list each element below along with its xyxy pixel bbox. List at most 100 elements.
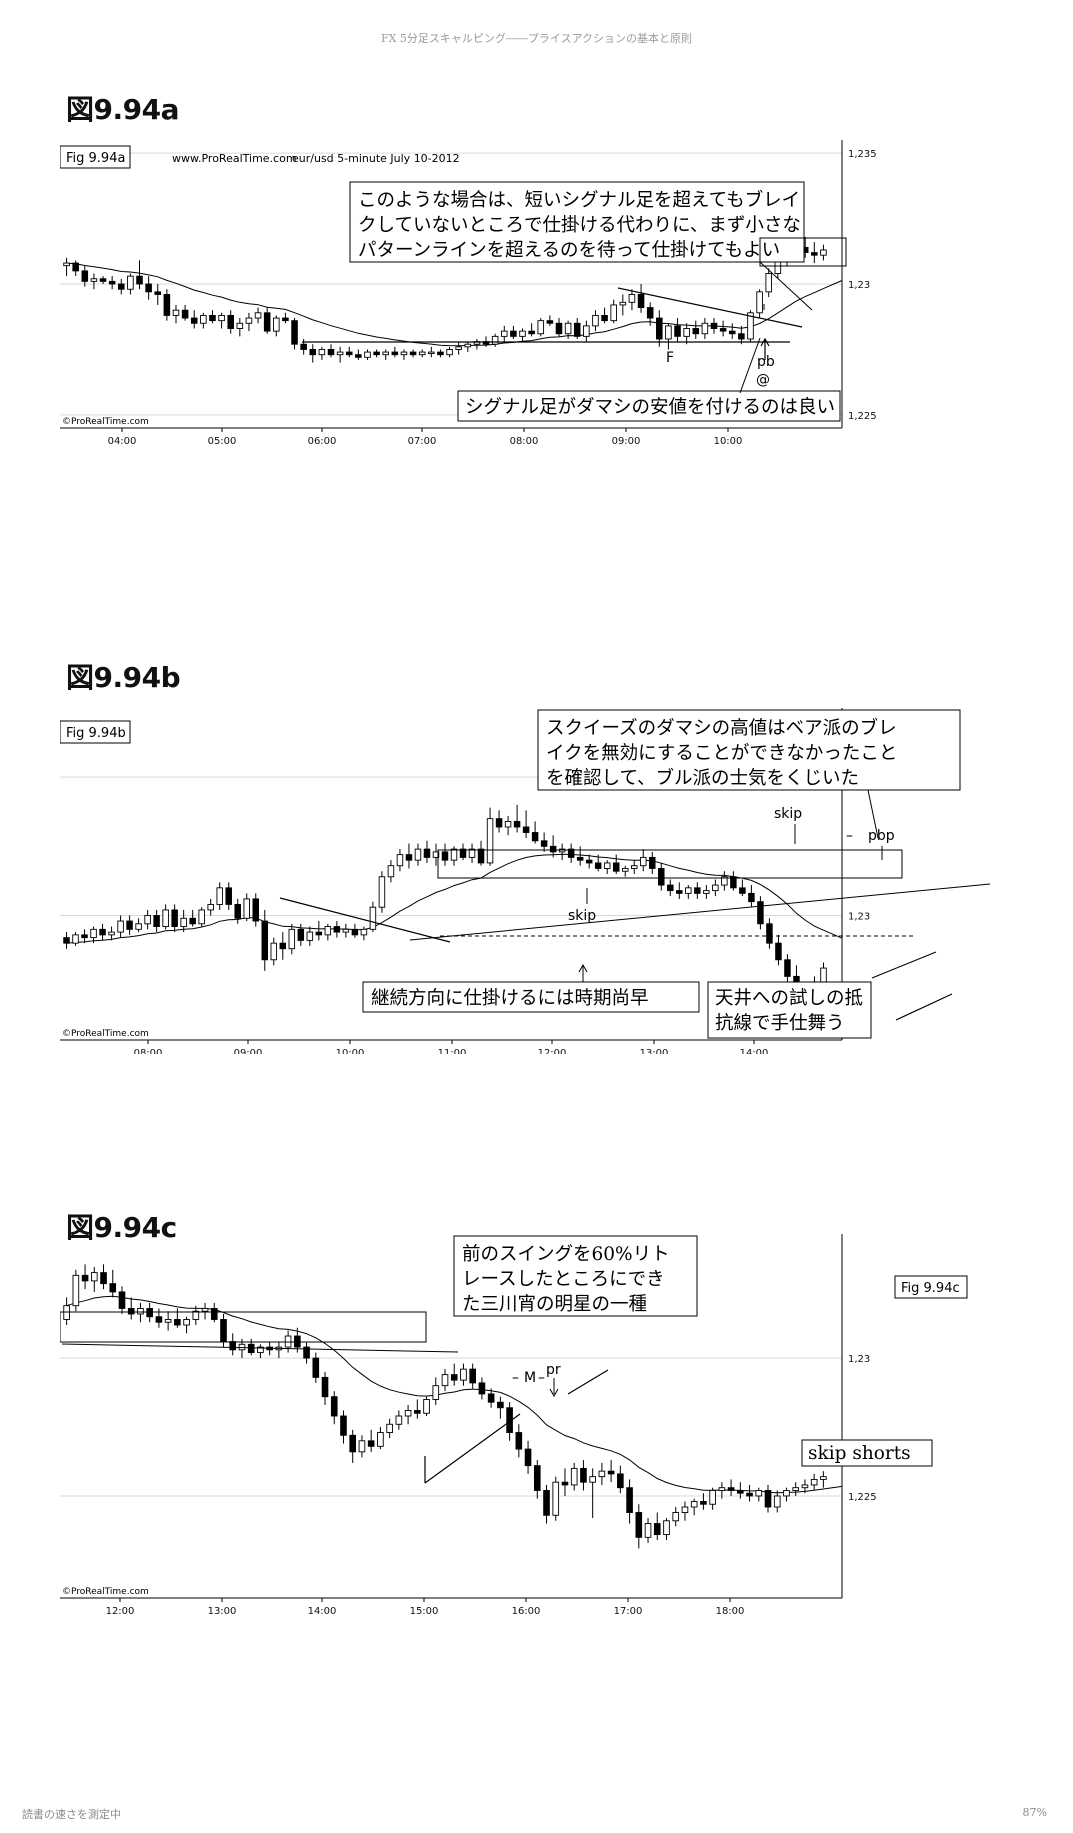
- candle: [391, 346, 399, 358]
- breakout-box: [759, 237, 847, 267]
- candle: [209, 310, 216, 324]
- candle: [373, 349, 380, 358]
- candle: [552, 1476, 560, 1521]
- pb-arrowhead: [760, 337, 770, 347]
- candle-body-bull: [386, 1423, 393, 1433]
- candle: [728, 323, 736, 339]
- candle-body-bull: [254, 312, 262, 319]
- candle: [477, 840, 485, 866]
- candle: [617, 1465, 624, 1494]
- candle-body-bear: [528, 330, 535, 335]
- candle-body-bull: [364, 351, 371, 358]
- candle: [387, 860, 395, 883]
- candle: [378, 871, 386, 913]
- candle: [333, 921, 341, 938]
- annotation-top-line-3: た三川宵の明星の一種: [462, 1294, 647, 1315]
- fig-label: Fig 9.94b: [66, 726, 126, 741]
- candle: [644, 1518, 652, 1543]
- candle-body-bull: [589, 1476, 596, 1483]
- candle-body-bull: [712, 884, 719, 892]
- candle-body-bear: [728, 330, 736, 335]
- candle-body-bear: [315, 931, 323, 936]
- candle: [174, 1308, 181, 1328]
- x-tick-label: 14:00: [308, 1606, 337, 1614]
- candle: [400, 349, 408, 360]
- annotation-top-line-3: を確認して、ブル派の士気をくじいた: [546, 767, 859, 789]
- candle-body-bear: [367, 1440, 375, 1447]
- candle-body-bear: [727, 1487, 735, 1491]
- candle-body-bear: [546, 320, 554, 324]
- annotation-box-top: [537, 709, 961, 791]
- annotation-box-bottom: [457, 390, 841, 422]
- candle-body-bear: [391, 351, 399, 356]
- x-tick-label: 13:00: [208, 1606, 237, 1614]
- candle-body-bull: [377, 1432, 384, 1447]
- candle: [626, 1479, 633, 1524]
- candle-body-bull: [628, 294, 636, 303]
- candle-body-bear: [174, 1319, 181, 1326]
- candle: [72, 260, 79, 277]
- candle-body-bear: [497, 1401, 504, 1409]
- candle: [252, 893, 259, 927]
- candle: [171, 904, 178, 933]
- candle-body-bull: [172, 309, 180, 316]
- candle: [681, 1501, 689, 1521]
- candle: [144, 909, 151, 930]
- candle: [665, 323, 672, 350]
- candle: [459, 843, 467, 861]
- candle-body-bear: [561, 1481, 569, 1486]
- candle: [543, 1484, 550, 1524]
- candle-body-bull: [135, 923, 142, 930]
- candle-body-bull: [72, 1274, 80, 1307]
- candle-body-bear: [543, 1490, 550, 1516]
- candle: [154, 284, 162, 305]
- chart-c-overlay: Fig 9.94c ©ProRealTime.com 前のスイングを60%リト …: [60, 1235, 968, 1597]
- annotation-main-line-1: このような場合は、短いシグナル足を超えてもブレイ: [358, 189, 800, 211]
- candle-body-bull: [257, 1346, 264, 1354]
- candle-body-bear: [210, 1308, 218, 1320]
- candle: [765, 268, 773, 298]
- candle: [727, 1479, 735, 1496]
- candle-body-bear: [811, 252, 818, 256]
- candle-body-bear: [349, 1434, 357, 1453]
- candle: [109, 1269, 117, 1298]
- candle: [282, 312, 289, 324]
- candle: [801, 1479, 809, 1494]
- candle: [330, 1391, 338, 1425]
- candle: [441, 843, 449, 866]
- candle-body-bear: [100, 1272, 107, 1285]
- candle: [446, 346, 453, 358]
- y-tick-label: 1,23: [848, 1354, 870, 1365]
- candle-body-bull: [663, 1520, 670, 1536]
- candle-body-bear: [351, 928, 359, 936]
- candle-body-bull: [201, 1308, 209, 1312]
- candle-body-bear: [340, 1415, 347, 1436]
- annotation-box-right: [801, 1439, 933, 1467]
- candle-body-bear: [118, 1291, 126, 1309]
- candle-body-bear: [540, 840, 548, 847]
- candle: [730, 871, 737, 891]
- candle-body-bear: [531, 832, 539, 842]
- candle-body-bear: [515, 1432, 523, 1450]
- candle-body-bear: [601, 314, 608, 322]
- candle-body-bear: [297, 928, 305, 941]
- candle: [653, 1512, 661, 1541]
- figure-heading-c: 図9.94c: [66, 1211, 177, 1244]
- candle: [555, 318, 563, 337]
- candle: [783, 1487, 790, 1502]
- label-m: M: [524, 1370, 536, 1386]
- candle: [504, 815, 512, 836]
- candle-body-bear: [477, 848, 485, 864]
- trend-line: [617, 287, 803, 328]
- candle-body-bear: [145, 283, 152, 293]
- candle: [784, 954, 791, 982]
- candle-body-bear: [585, 859, 593, 864]
- candle-body-bull: [358, 1440, 366, 1453]
- candle: [640, 849, 647, 872]
- candle: [703, 885, 710, 899]
- candle: [303, 1341, 310, 1364]
- candle-body-bull: [450, 848, 458, 861]
- candle-body-bear: [533, 1465, 541, 1491]
- candle: [533, 1460, 541, 1499]
- candle: [198, 907, 205, 927]
